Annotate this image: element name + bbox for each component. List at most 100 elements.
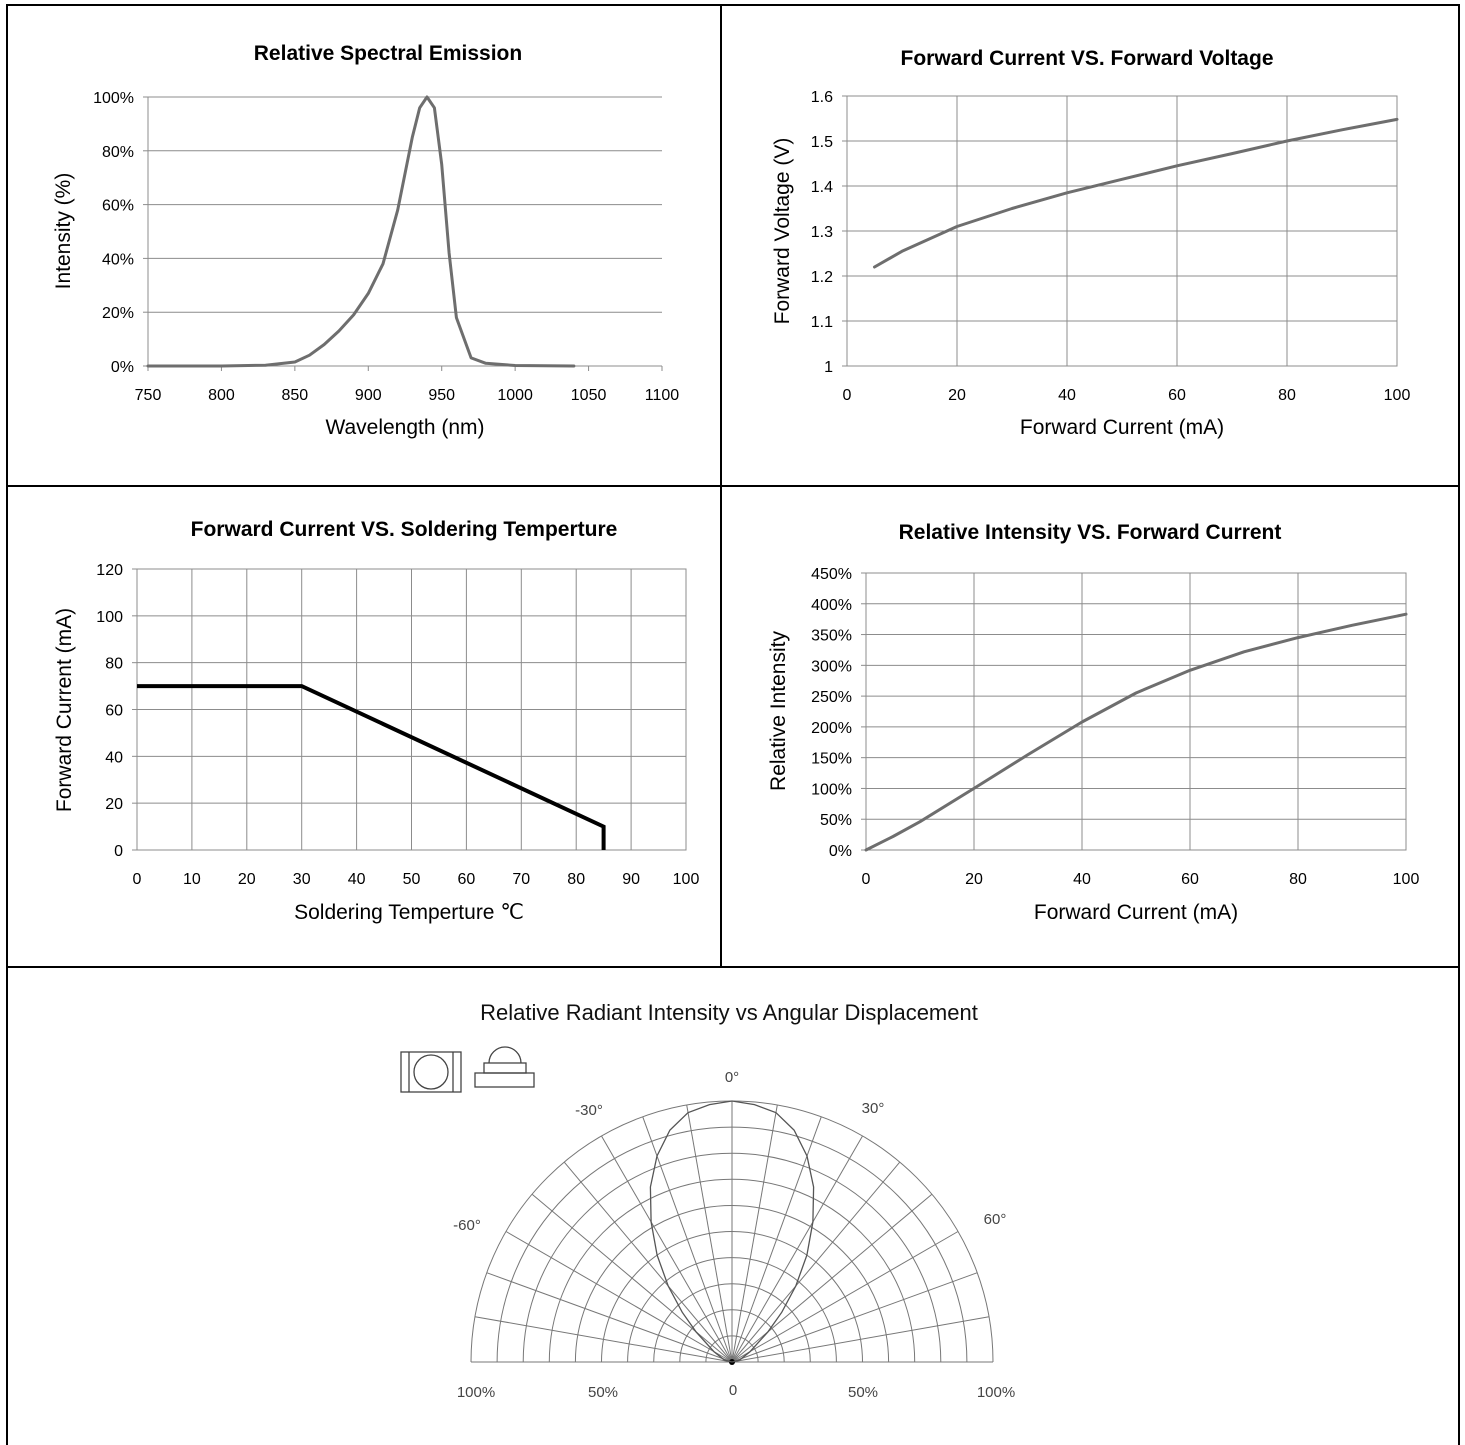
x-tick-label: 800 [208, 387, 235, 404]
y-axis-label: Forward Voltage (V) [771, 138, 794, 325]
y-tick-label: 60% [102, 198, 134, 215]
y-tick-label: 40 [105, 749, 123, 766]
y-tick-label: 40% [102, 251, 134, 268]
radius-label-right-100: 100% [977, 1384, 1015, 1401]
polar-spoke [731, 1316, 990, 1363]
y-tick-label: 20% [102, 305, 134, 322]
chart-forward-voltage: Forward Current VS. Forward Voltage 1 1.1 1… [771, 47, 1410, 439]
polar-spoke [642, 1116, 733, 1363]
series-line [137, 684, 606, 850]
polar-spoke [731, 1272, 978, 1363]
package-side-view-icon [474, 1046, 535, 1088]
y-tick-label: 100% [93, 90, 134, 107]
y-tick-label: 1.3 [811, 224, 833, 241]
x-tick-label: 1050 [571, 387, 607, 404]
y-tick-label: 400% [811, 597, 852, 614]
y-tick-label: 100% [811, 781, 852, 798]
chart-title: Forward Current VS. Soldering Temperture [191, 518, 618, 541]
y-axis-label: Forward Current (mA) [53, 608, 76, 812]
y-tick-label: 120 [96, 562, 123, 579]
polar-spoke [474, 1316, 733, 1363]
polar-spoke [731, 1135, 863, 1363]
x-tick-label: 850 [282, 387, 309, 404]
polar-spoke [731, 1231, 959, 1363]
y-tick-label: 350% [811, 628, 852, 645]
y-axis-label: Relative Intensity [767, 631, 790, 791]
x-tick-label: 100 [1393, 871, 1420, 888]
y-tick-label: 0% [829, 843, 852, 860]
y-axis-label: Intensity (%) [52, 173, 75, 290]
polar-intensity-curve [649, 1100, 815, 1363]
angle-label-0: 0° [725, 1069, 739, 1086]
x-tick-label: 60 [1168, 387, 1186, 404]
angle-label-60: 60° [984, 1211, 1007, 1228]
x-axis-label: Soldering Temperture ℃ [294, 901, 524, 924]
x-tick-label: 100 [673, 871, 700, 888]
angle-label-minus-30: -30° [575, 1102, 603, 1119]
package-top-view-icon [400, 1051, 462, 1093]
x-tick-label: 60 [1181, 871, 1199, 888]
x-tick-label: 20 [238, 871, 256, 888]
y-tick-label: 1.5 [811, 134, 833, 151]
x-tick-label: 950 [428, 387, 455, 404]
plot-frame [865, 572, 1407, 851]
y-tick-label: 1.6 [811, 89, 833, 106]
y-tick-label: 50% [820, 812, 852, 829]
y-tick-label: 100 [96, 609, 123, 626]
y-tick-label: 300% [811, 658, 852, 675]
x-tick-label: 40 [1058, 387, 1076, 404]
x-tick-label: 80 [567, 871, 585, 888]
x-tick-label: 100 [1384, 387, 1411, 404]
angle-label-minus-60: -60° [453, 1217, 481, 1234]
series-line [146, 95, 576, 368]
x-tick-label: 30 [293, 871, 311, 888]
x-axis-label: Wavelength (nm) [325, 416, 484, 439]
polar-spoke [563, 1161, 733, 1363]
polar-series [649, 1100, 815, 1363]
y-tick-label: 450% [811, 566, 852, 583]
x-tick-label: 70 [512, 871, 530, 888]
y-tick-label: 250% [811, 689, 852, 706]
chart-relative-intensity: Relative Intensity VS. Forward Current 0%… [767, 521, 1419, 924]
chart-title: Relative Intensity VS. Forward Current [899, 521, 1282, 544]
radius-label-right-50: 50% [848, 1384, 878, 1401]
chart-title: Forward Current VS. Forward Voltage [901, 47, 1274, 70]
series-line [873, 117, 1399, 269]
polar-spoke [731, 1116, 822, 1363]
y-tick-label: 0 [114, 843, 123, 860]
chart-spectral-emission: Relative Spectral Emission 0% 20% 40% 60% 80%… [52, 42, 679, 439]
y-tick-label: 1.1 [811, 314, 833, 331]
polar-spoke [731, 1161, 901, 1363]
chart-title: Relative Spectral Emission [254, 42, 522, 65]
x-tick-label: 60 [458, 871, 476, 888]
table-borders [6, 4, 1460, 1445]
x-tick-label: 20 [965, 871, 983, 888]
x-tick-label: 40 [348, 871, 366, 888]
y-tick-label: 1 [824, 359, 833, 376]
x-tick-label: 50 [403, 871, 421, 888]
y-tick-label: 200% [811, 720, 852, 737]
y-tick-label: 80 [105, 656, 123, 673]
y-tick-label: 80% [102, 144, 134, 161]
y-tick-label: 1.4 [811, 179, 833, 196]
radius-label-left-100: 100% [457, 1384, 495, 1401]
y-tick-label: 150% [811, 751, 852, 768]
x-tick-label: 900 [355, 387, 382, 404]
polar-spoke [505, 1231, 733, 1363]
angle-label-30: 30° [862, 1100, 885, 1117]
x-tick-label: 1100 [645, 387, 680, 404]
polar-grid [470, 1100, 994, 1365]
x-tick-label: 1000 [497, 387, 533, 404]
radius-label-left-50: 50% [588, 1384, 618, 1401]
x-tick-label: 20 [948, 387, 966, 404]
x-axis-label: Forward Current (mA) [1034, 901, 1238, 924]
y-tick-label: 0% [111, 359, 134, 376]
series-line [864, 612, 1408, 852]
polar-spoke [601, 1135, 733, 1363]
polar-spoke [686, 1104, 733, 1363]
polar-spoke [531, 1193, 733, 1363]
polar-spoke [731, 1193, 933, 1363]
chart-title: Relative Radiant Intensity vs Angular Di… [480, 1000, 978, 1025]
x-tick-label: 0 [843, 387, 852, 404]
